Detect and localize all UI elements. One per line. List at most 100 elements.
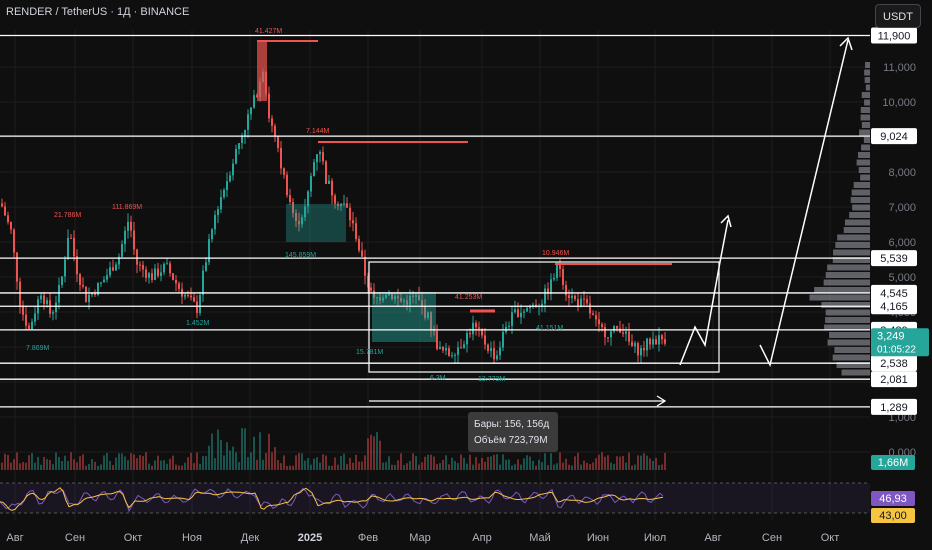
candle-body	[121, 244, 123, 257]
volume-bar	[313, 458, 315, 470]
volume-bar	[229, 450, 231, 470]
candle-body	[514, 309, 516, 313]
volume-bar	[346, 464, 348, 470]
candle-body	[283, 168, 285, 175]
volume-profile-bar	[827, 264, 870, 271]
volume-bar	[73, 459, 75, 470]
volume-bar	[343, 453, 345, 470]
candle-body	[592, 313, 594, 316]
candle-body	[607, 337, 609, 339]
price-tick-label: 6,000	[888, 237, 916, 249]
candle-body	[418, 295, 420, 301]
volume-bar	[163, 460, 165, 470]
time-tick-label: Дек	[241, 532, 260, 544]
level-lines	[0, 34, 870, 408]
candle-body	[640, 348, 642, 356]
volume-bar	[466, 463, 468, 470]
candle-body	[208, 239, 210, 263]
candle-body	[202, 270, 204, 295]
volume-profile-bar	[860, 174, 870, 181]
candle-body	[55, 302, 57, 313]
candle-body	[331, 180, 333, 196]
volume-annotations: 41.427M 7.144M 21.786M 111.869M 10.946M 41.25…	[26, 28, 569, 383]
candle-body	[508, 325, 510, 327]
volume-bar	[553, 464, 555, 470]
volume-bar	[115, 457, 117, 470]
price-tick-label: 5,000	[888, 272, 916, 284]
candle-body	[541, 303, 543, 306]
projection-path	[679, 219, 729, 366]
candle-body	[175, 280, 177, 284]
candle-body	[379, 297, 381, 301]
volume-bar	[37, 456, 39, 470]
candle-body	[430, 312, 432, 330]
candle-body	[85, 286, 87, 303]
candle-body	[409, 295, 411, 305]
volume-bar	[373, 436, 375, 470]
demand-zone-upper	[286, 204, 346, 242]
arrowhead	[839, 36, 853, 51]
volume-bar	[109, 460, 111, 470]
candle-body	[481, 328, 483, 336]
volume-profile-bar	[851, 189, 870, 196]
volume-bar	[7, 455, 9, 470]
currency-button[interactable]: USDT	[875, 4, 921, 28]
volume-bar	[208, 445, 210, 470]
volume-bar	[103, 455, 105, 470]
candle-body	[445, 348, 447, 351]
volume-bar	[151, 465, 153, 470]
candle-body	[436, 331, 438, 350]
volume-bar	[610, 462, 612, 470]
candle-body	[316, 154, 318, 163]
candle-body	[187, 294, 189, 296]
candle-body	[358, 238, 360, 251]
candle-body	[247, 114, 249, 130]
volume-bar	[202, 456, 204, 470]
symbol-title[interactable]: RENDER / TetherUS · 1Д · BINANCE	[6, 6, 190, 18]
volume-bar	[436, 464, 438, 470]
candle-body	[292, 202, 294, 213]
candle-body	[163, 263, 165, 273]
candle-body	[52, 312, 54, 314]
volume-bar	[364, 455, 366, 470]
volume-bar	[475, 457, 477, 470]
candle-body	[31, 321, 33, 329]
candle-body	[16, 252, 18, 282]
volume-bar	[424, 456, 426, 470]
candle-body	[448, 348, 450, 356]
candle-body	[190, 295, 192, 298]
volume-profile-bar	[864, 77, 870, 83]
volume-bar	[112, 465, 114, 470]
candle-body	[376, 297, 378, 299]
volume-bar	[286, 465, 288, 470]
candle-body	[643, 348, 645, 351]
candle-body	[34, 313, 36, 322]
candle-body	[199, 294, 201, 313]
candle-body	[586, 299, 588, 304]
candle-body	[160, 272, 162, 276]
candle-body	[655, 339, 657, 345]
volume-annotation: 13.773M	[478, 376, 505, 383]
rsi-ma-badge	[871, 508, 915, 523]
volume-bar	[655, 457, 657, 470]
candle-body	[631, 341, 633, 347]
volume-bar	[145, 452, 147, 470]
volume-annotation: 21.786M	[54, 212, 81, 219]
volume-bar	[598, 454, 600, 470]
volume-bar	[493, 454, 495, 470]
volume-bar	[88, 463, 90, 470]
candle-body	[475, 322, 477, 328]
volume-bar	[622, 455, 624, 470]
candle-body	[79, 274, 81, 285]
volume-bar	[664, 452, 666, 470]
volume-bar	[586, 462, 588, 470]
volume-bar	[511, 465, 513, 470]
price-tick-label: 11,000	[883, 62, 916, 74]
volume-bar	[136, 458, 138, 470]
level-badge-label: 5,539	[880, 253, 908, 265]
volume-bar	[619, 456, 621, 470]
volume-bar	[142, 455, 144, 470]
volume-profile-bar	[833, 249, 870, 256]
candle-body	[451, 355, 453, 357]
